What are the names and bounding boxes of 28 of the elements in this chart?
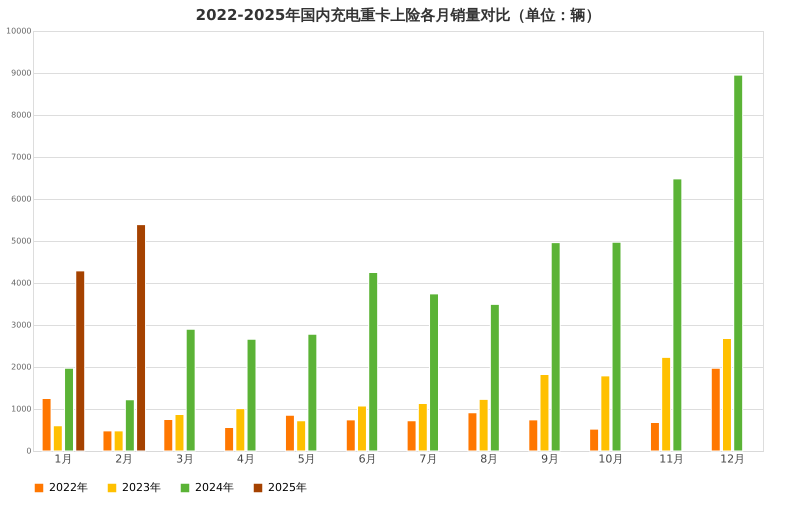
y-tick-label: 8000 — [11, 110, 32, 120]
y-tick-label: 2000 — [11, 362, 32, 372]
legend-label: 2025年 — [268, 481, 307, 494]
legend-label: 2022年 — [49, 481, 88, 494]
y-tick-label: 7000 — [11, 152, 32, 162]
y-tick-label: 3000 — [11, 320, 32, 330]
x-tick-label: 11月 — [659, 452, 684, 466]
x-tick-label: 3月 — [176, 452, 194, 466]
x-tick-label: 10月 — [598, 452, 624, 466]
x-tick-label: 1月 — [54, 452, 72, 466]
x-tick-label: 8月 — [480, 452, 498, 466]
y-tick-label: 1000 — [11, 404, 32, 414]
legend-label: 2024年 — [195, 481, 234, 494]
y-tick-label: 6000 — [11, 194, 32, 204]
x-tick-label: 5月 — [298, 452, 316, 466]
x-tick-label: 9月 — [541, 452, 560, 466]
y-tick-label: 0 — [26, 446, 32, 456]
x-tick-label: 6月 — [358, 452, 377, 466]
y-tick-label: 4000 — [11, 278, 32, 288]
x-tick-label: 12月 — [720, 452, 746, 466]
chart-title: 2022-2025年国内充电重卡上险各月销量对比（单位：辆） — [196, 6, 600, 24]
x-tick-label: 4月 — [236, 452, 255, 466]
y-tick-label: 5000 — [11, 236, 32, 246]
y-tick-label: 10000 — [6, 26, 32, 36]
x-tick-label: 7月 — [419, 452, 438, 466]
legend-label: 2023年 — [122, 481, 161, 494]
y-tick-label: 9000 — [11, 68, 32, 78]
x-tick-label: 2月 — [115, 452, 134, 466]
